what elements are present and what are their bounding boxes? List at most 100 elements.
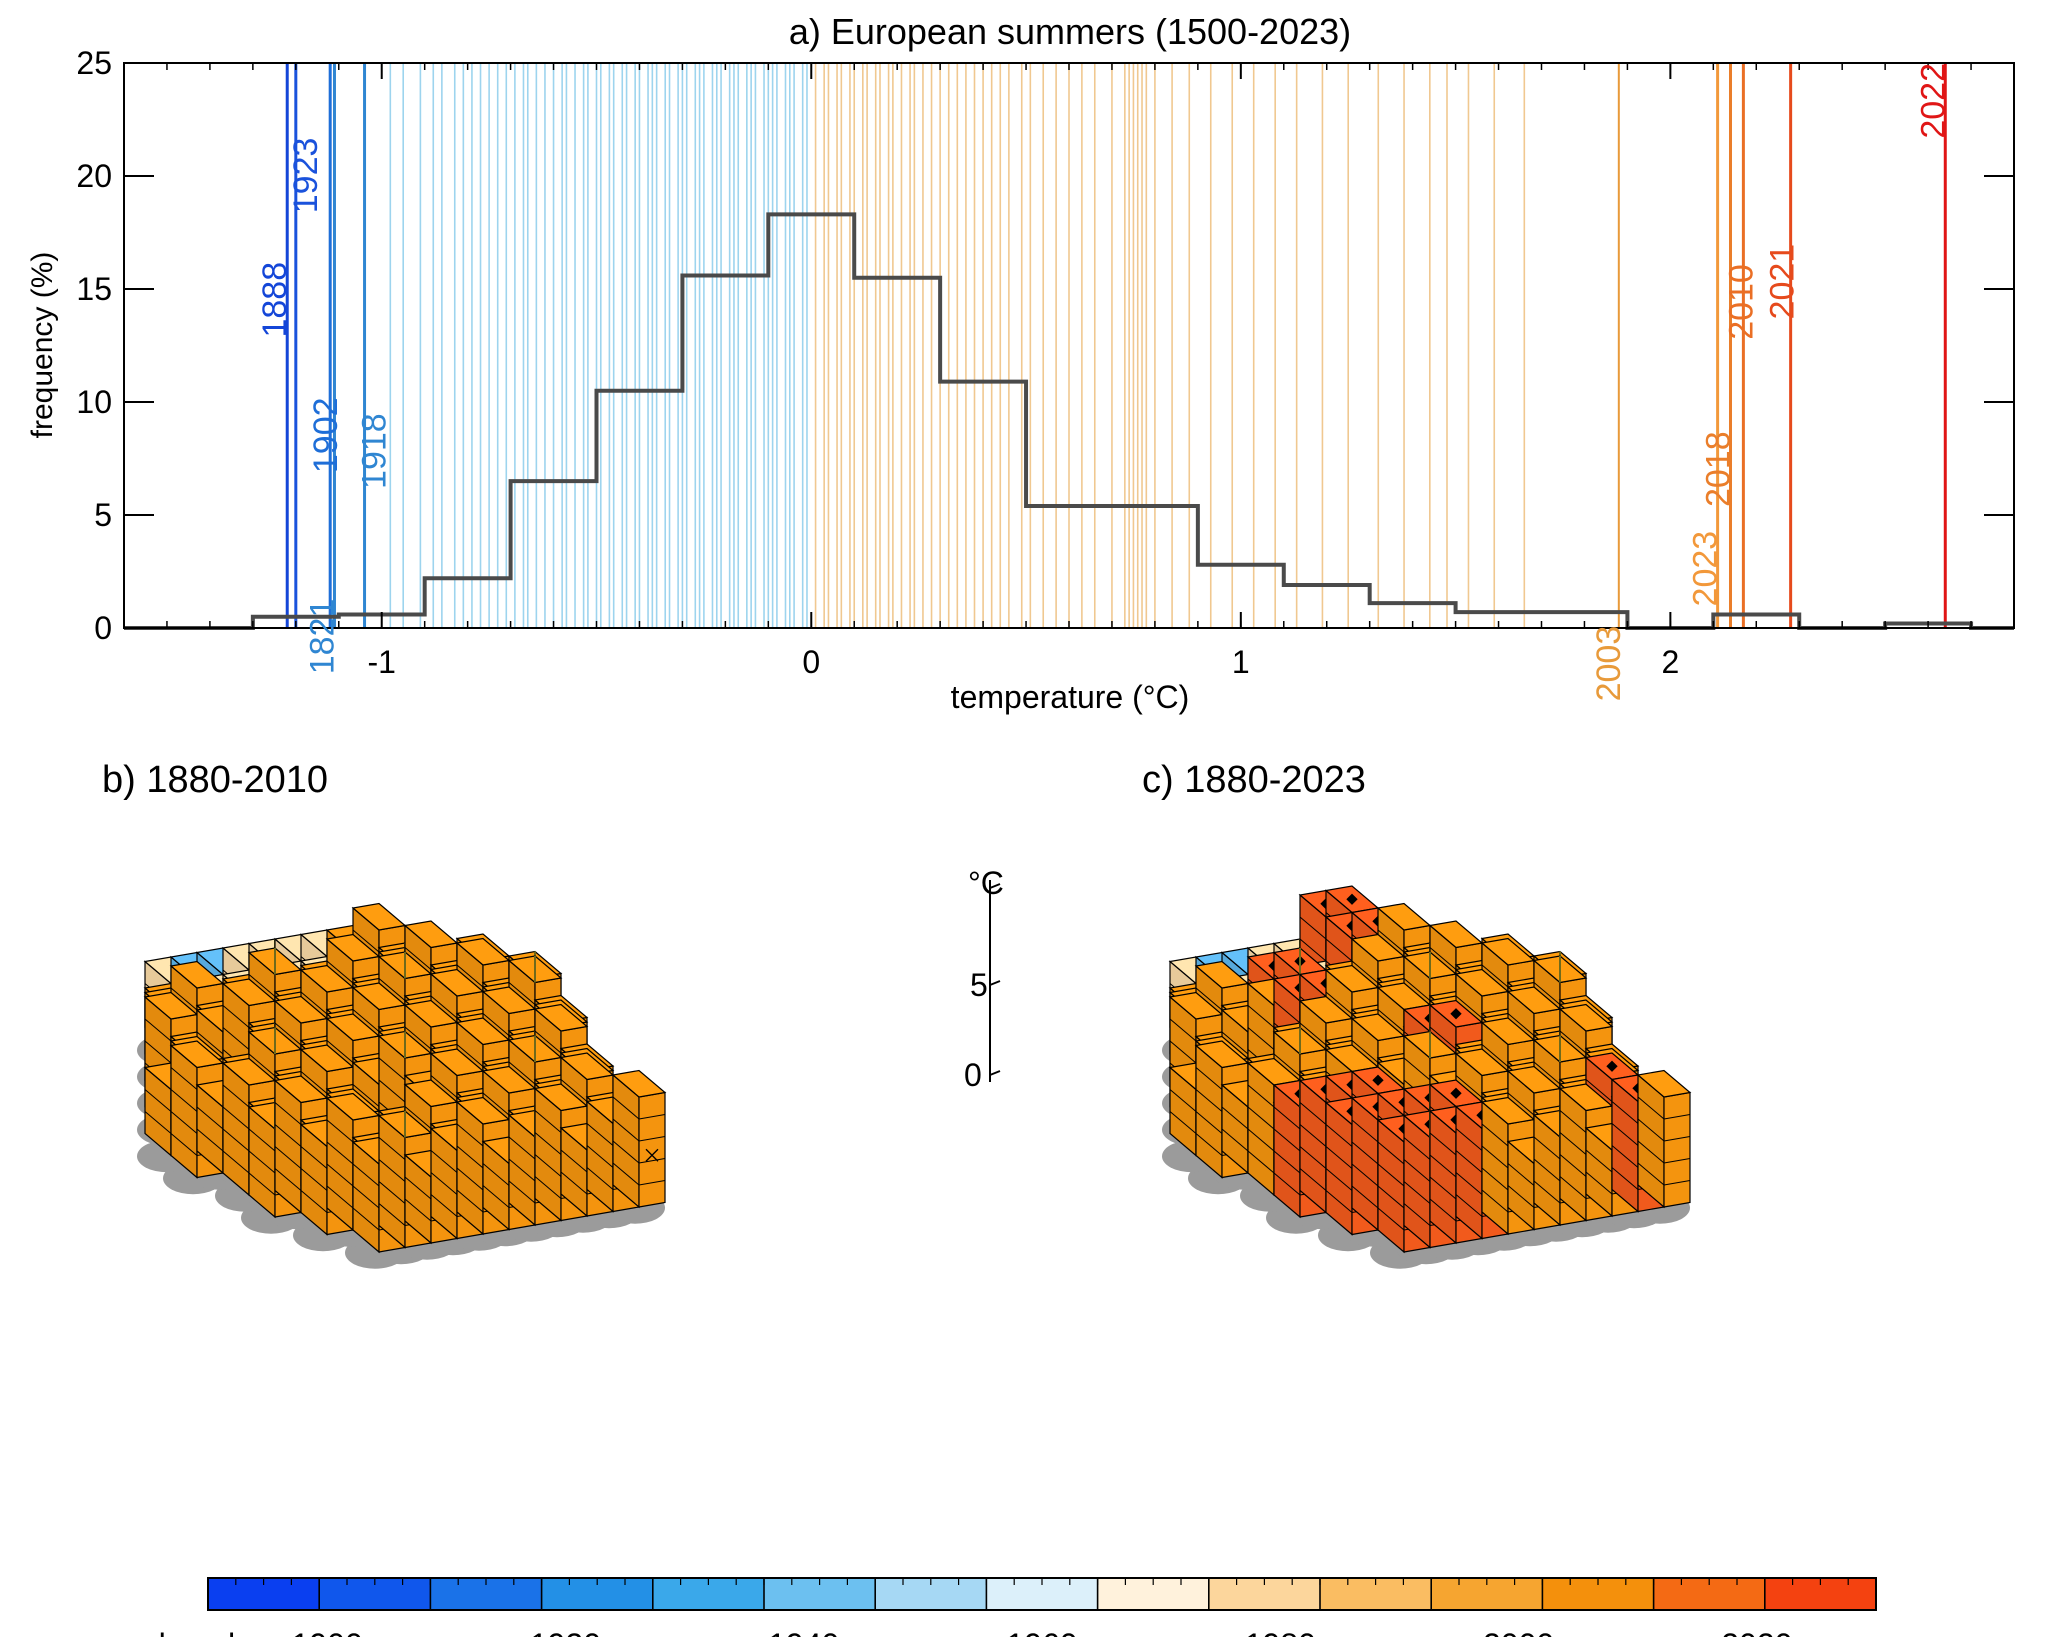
cell-layer-line bbox=[430, 1172, 458, 1195]
cell-face-left bbox=[1273, 1083, 1301, 1219]
cell-layer-line bbox=[534, 1154, 562, 1177]
cell-layer-line bbox=[404, 1176, 432, 1200]
cell-layer-line bbox=[326, 1141, 354, 1165]
cell-face-top bbox=[325, 1092, 381, 1121]
cell-face-top bbox=[143, 991, 199, 1020]
cell-layer-line bbox=[508, 1158, 536, 1182]
cell-layer-line bbox=[1559, 1132, 1587, 1155]
cell-layer-line bbox=[1533, 982, 1561, 1005]
y-tick-label-2: 10 bbox=[76, 384, 112, 420]
cell-layer-line bbox=[222, 1084, 250, 1108]
cell-layer-line bbox=[456, 1145, 484, 1169]
cell-layer-line bbox=[1195, 1089, 1223, 1112]
cell-face-top bbox=[351, 902, 407, 931]
cell-layer-line bbox=[612, 1140, 640, 1164]
panel-c-title: c) 1880-2023 bbox=[1142, 759, 1366, 801]
cell-layer-line bbox=[378, 1159, 406, 1182]
cell-layer-line bbox=[1403, 1203, 1431, 1226]
cell-layer-line bbox=[170, 1111, 198, 1134]
cell-mark-dot bbox=[1606, 1060, 1618, 1072]
cell-face-top bbox=[1506, 1065, 1562, 1094]
cell-layer-line bbox=[1247, 1027, 1275, 1050]
cell-layer-line bbox=[352, 929, 380, 953]
cell-face-left bbox=[326, 1096, 354, 1232]
cell-layer-line bbox=[1403, 1181, 1431, 1204]
cell-layer-line bbox=[1663, 1158, 1691, 1164]
cell-layer-line bbox=[1637, 1140, 1665, 1164]
cell-face-top bbox=[455, 1096, 511, 1125]
cell-layer-line bbox=[1195, 1133, 1223, 1156]
y-tick-label-4: 20 bbox=[76, 158, 112, 194]
cell-layer-line bbox=[1559, 1030, 1587, 1054]
cell-face-front bbox=[1663, 1091, 1691, 1208]
colorbar-tick-label-1980: 1980 bbox=[1245, 1627, 1316, 1637]
cell-layer-line bbox=[1299, 1124, 1327, 1147]
cell-layer-line bbox=[248, 1150, 276, 1174]
cell-layer-line bbox=[222, 1128, 250, 1152]
cell-face-left bbox=[170, 1044, 198, 1179]
cell-face-left bbox=[612, 1073, 640, 1209]
year-label-1821: 1821 bbox=[303, 599, 341, 675]
cell-layer-line bbox=[1559, 1110, 1587, 1133]
cell-layer-line bbox=[222, 1106, 250, 1130]
colorbar: 1900 1920 1940 1960 1980 2000 2020 decade bbox=[148, 1577, 1877, 1637]
cell-layer-line bbox=[1507, 1013, 1535, 1036]
cell-layer-line bbox=[534, 1176, 562, 1199]
x-tick-label-1: 0 bbox=[802, 644, 820, 680]
cell-layer-line bbox=[1325, 1190, 1353, 1213]
grid-cell bbox=[1636, 1069, 1692, 1209]
cell-face-left bbox=[274, 1079, 302, 1214]
cell-layer-line bbox=[1611, 1167, 1639, 1190]
panel-a-title: a) European summers (1500-2023) bbox=[789, 11, 1351, 52]
cell-layer-line bbox=[1455, 995, 1483, 1019]
cell-layer-line bbox=[456, 1123, 484, 1147]
cell-layer-line bbox=[1611, 1123, 1639, 1146]
y-tick-label-3: 15 bbox=[76, 271, 112, 307]
height-scale-label-0: 0 bbox=[964, 1057, 982, 1093]
cell-face-top bbox=[1506, 986, 1562, 1015]
cell-layer-line bbox=[1351, 1040, 1379, 1063]
histogram-outline bbox=[124, 212, 2014, 630]
cell-layer-line bbox=[1299, 1146, 1327, 1169]
cell-layer-line bbox=[274, 1022, 302, 1046]
cell-face-top bbox=[1376, 902, 1432, 931]
cell-layer-line bbox=[1429, 947, 1457, 970]
cell-layer-line bbox=[144, 1111, 172, 1134]
cell-face-top bbox=[221, 978, 277, 1007]
cell-face-top bbox=[1558, 1003, 1614, 1032]
grid-cell bbox=[611, 1069, 667, 1209]
cell-layer-line bbox=[1273, 1128, 1301, 1152]
cell-layer-line bbox=[1637, 1096, 1665, 1120]
cell-layer-line bbox=[1637, 1118, 1665, 1142]
year-label-1923: 1923 bbox=[287, 138, 325, 214]
cell-face-top bbox=[1454, 1048, 1510, 1077]
cell-face-left bbox=[1377, 1118, 1405, 1254]
colorbar-cells bbox=[207, 1578, 1877, 1610]
cell-face-top bbox=[1636, 1069, 1692, 1098]
cell-layer-line bbox=[1273, 1150, 1301, 1174]
cell-face-top bbox=[403, 1079, 459, 1108]
cell-layer-line bbox=[534, 1132, 562, 1155]
cell-layer-line bbox=[300, 1146, 328, 1169]
cell-layer-line bbox=[222, 1150, 250, 1174]
cell-layer-line bbox=[1247, 1150, 1275, 1174]
cell-layer-line bbox=[1559, 1154, 1587, 1177]
cell-layer-line bbox=[326, 1040, 354, 1063]
cell-layer-line bbox=[430, 1075, 458, 1098]
height-scale-label-5: 5 bbox=[970, 967, 988, 1003]
cell-layer-line bbox=[1663, 1136, 1691, 1142]
cell-layer-line bbox=[352, 1207, 380, 1231]
cell-layer-line bbox=[248, 1128, 276, 1152]
cell-layer-line bbox=[1429, 1154, 1457, 1178]
cell-layer-line bbox=[1169, 1089, 1197, 1112]
cell-layer-line bbox=[508, 1061, 536, 1085]
cell-layer-line bbox=[1533, 1180, 1561, 1204]
cell-face-front bbox=[638, 1091, 666, 1208]
cell-layer-line bbox=[1533, 1061, 1561, 1085]
cell-face-top bbox=[1558, 1083, 1614, 1112]
cell-face-top bbox=[1480, 1096, 1536, 1125]
cell-face-top bbox=[1350, 933, 1406, 962]
cell-layer-line bbox=[1273, 1106, 1301, 1130]
cell-layer-line bbox=[508, 982, 536, 1005]
